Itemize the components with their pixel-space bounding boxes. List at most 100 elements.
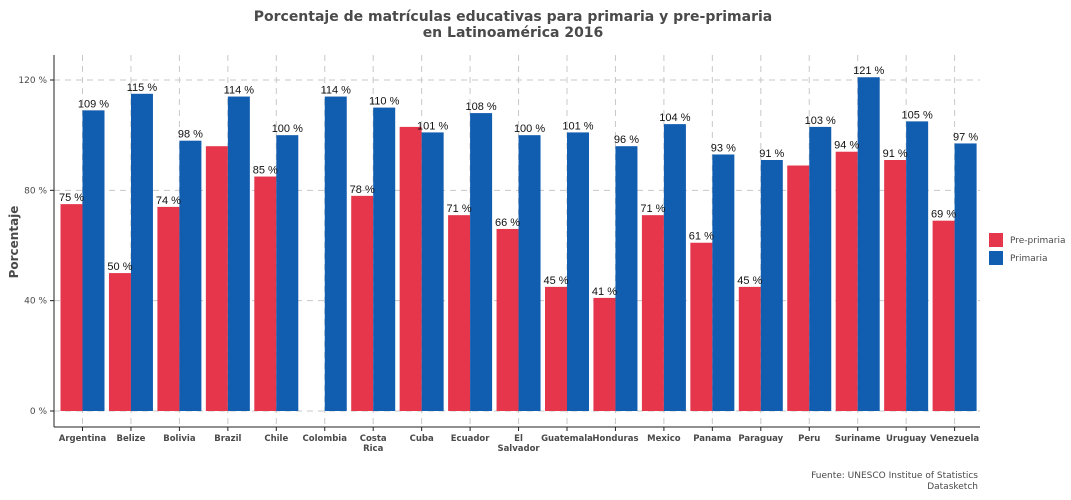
data-label: 109 % bbox=[78, 98, 109, 110]
caption-source: Fuente: UNESCO Institue of Statistics bbox=[811, 471, 978, 481]
bar-pre-primaria-guatemala bbox=[545, 286, 567, 411]
x-tick-label: Uruguay bbox=[886, 434, 927, 444]
bar-primaria-paraguay bbox=[760, 159, 783, 411]
legend-swatch-pre-primaria bbox=[989, 233, 1003, 247]
bar-pre-primaria-costa-rica bbox=[351, 195, 374, 411]
bar-pre-primaria-chile bbox=[254, 176, 277, 411]
bar-pre-primaria-mexico bbox=[641, 215, 664, 411]
data-label: 71 % bbox=[640, 203, 665, 215]
bar-primaria-cuba bbox=[421, 132, 444, 412]
legend-label: Pre-primaria bbox=[1010, 236, 1065, 246]
bar-primaria-guatemala bbox=[567, 132, 589, 412]
y-tick-label: 40 % bbox=[24, 297, 47, 307]
data-label: 121 % bbox=[853, 65, 884, 77]
x-tick-label: El Salvador bbox=[497, 434, 540, 454]
bar-pre-primaria-argentina bbox=[60, 204, 83, 411]
data-labels: 75 % 50 % 74 % 85 % 78 % 71 % 66 % 45 % 41 % 71 %… bbox=[59, 65, 978, 298]
x-tick-label: Brazil bbox=[214, 434, 241, 444]
x-tick-label: Suriname bbox=[835, 434, 881, 444]
data-label: 101 % bbox=[562, 120, 593, 132]
data-label: 115 % bbox=[127, 82, 158, 94]
x-tick-label: Costa Rica bbox=[360, 434, 387, 454]
data-label: 103 % bbox=[805, 115, 836, 127]
bar-pre-primaria-ecuador bbox=[448, 215, 471, 411]
data-label: 100 % bbox=[272, 123, 303, 135]
caption-credit: Datasketch bbox=[927, 482, 978, 492]
bar-pre-primaria-el-salvador bbox=[496, 228, 519, 411]
data-label: 78 % bbox=[350, 184, 375, 196]
y-axis-label: Porcentaje bbox=[7, 206, 21, 279]
x-tick-label: Argentina bbox=[59, 434, 107, 444]
data-label: 105 % bbox=[902, 109, 933, 121]
chart-title-line-2: en Latinoamérica 2016 bbox=[423, 25, 604, 41]
bar-primaria-panama bbox=[712, 154, 735, 411]
data-label: 96 % bbox=[614, 134, 639, 146]
bar-primaria-colombia bbox=[324, 96, 347, 412]
data-label: 45 % bbox=[737, 275, 762, 287]
x-tick-label: Paraguay bbox=[738, 434, 783, 444]
data-label: 100 % bbox=[514, 123, 545, 135]
data-label: 45 % bbox=[543, 275, 568, 287]
data-label: 61 % bbox=[689, 231, 714, 243]
x-tick-label: Mexico bbox=[647, 434, 681, 444]
data-label: 108 % bbox=[465, 101, 496, 113]
bar-primaria-el-salvador bbox=[518, 135, 541, 411]
bar-pre-primaria-uruguay bbox=[884, 159, 907, 411]
bar-primaria-argentina bbox=[82, 110, 105, 411]
legend-swatch-primaria bbox=[989, 251, 1003, 265]
bar-primaria-ecuador bbox=[470, 113, 493, 411]
data-label: 66 % bbox=[495, 217, 520, 229]
x-tick-label: Panama bbox=[693, 434, 731, 444]
x-tick-label: Belize bbox=[117, 434, 146, 444]
bar-pre-primaria-venezuela bbox=[932, 220, 955, 411]
data-label: 114 % bbox=[321, 85, 352, 97]
x-tick-label: Chile bbox=[264, 434, 288, 444]
bar-pre-primaria-brazil bbox=[205, 146, 228, 411]
data-label: 41 % bbox=[592, 286, 617, 298]
data-label: 98 % bbox=[178, 129, 203, 141]
data-label: 91 % bbox=[883, 148, 908, 160]
chart-title-line-1: Porcentaje de matrículas educativas para… bbox=[254, 9, 773, 25]
data-label: 50 % bbox=[107, 261, 132, 273]
bar-primaria-venezuela bbox=[954, 143, 977, 412]
x-tick-label: Bolivia bbox=[163, 434, 196, 444]
data-label: 104 % bbox=[659, 112, 690, 124]
x-tick-label: Honduras bbox=[592, 434, 638, 444]
bar-pre-primaria-peru bbox=[787, 165, 810, 411]
bar-pre-primaria-honduras bbox=[593, 297, 616, 411]
bar-primaria-belize bbox=[130, 93, 153, 412]
legend-label: Primaria bbox=[1010, 254, 1047, 264]
data-label: 75 % bbox=[59, 192, 84, 204]
data-label: 74 % bbox=[156, 195, 181, 207]
x-tick-label: Colombia bbox=[303, 434, 348, 444]
x-tick-label: Ecuador bbox=[451, 434, 491, 444]
y-tick-label: 80 % bbox=[24, 186, 47, 196]
bar-pre-primaria-cuba bbox=[399, 126, 422, 412]
bar-primaria-peru bbox=[809, 126, 832, 412]
data-label: 85 % bbox=[253, 165, 278, 177]
bar-primaria-suriname bbox=[857, 77, 880, 411]
y-tick-label: 0 % bbox=[30, 407, 48, 417]
data-label: 94 % bbox=[834, 140, 859, 152]
bar-primaria-uruguay bbox=[906, 121, 929, 411]
data-label: 114 % bbox=[224, 85, 255, 97]
bar-pre-primaria-belize bbox=[108, 273, 131, 411]
legend: Pre-primaria Primaria bbox=[989, 233, 1065, 265]
axes: 0 % 40 % 80 % 120 % Argentina Belize Bolivia Br… bbox=[18, 55, 980, 454]
bar-primaria-brazil bbox=[227, 96, 250, 412]
data-label: 71 % bbox=[447, 203, 472, 215]
x-tick-label: Venezuela bbox=[930, 434, 979, 444]
bar-primaria-costa-rica bbox=[373, 107, 396, 411]
bar-primaria-chile bbox=[276, 135, 299, 411]
x-tick-label: Peru bbox=[798, 434, 820, 444]
data-label: 97 % bbox=[953, 131, 978, 143]
bar-pre-primaria-bolivia bbox=[157, 206, 180, 411]
data-label: 93 % bbox=[711, 142, 736, 154]
y-tick-label: 120 % bbox=[18, 76, 47, 86]
data-label: 69 % bbox=[931, 209, 956, 221]
bar-pre-primaria-panama bbox=[690, 242, 713, 411]
bar-primaria-honduras bbox=[615, 146, 638, 411]
bar-pre-primaria-paraguay bbox=[738, 286, 761, 411]
x-tick-label: Guatemala bbox=[541, 434, 593, 444]
